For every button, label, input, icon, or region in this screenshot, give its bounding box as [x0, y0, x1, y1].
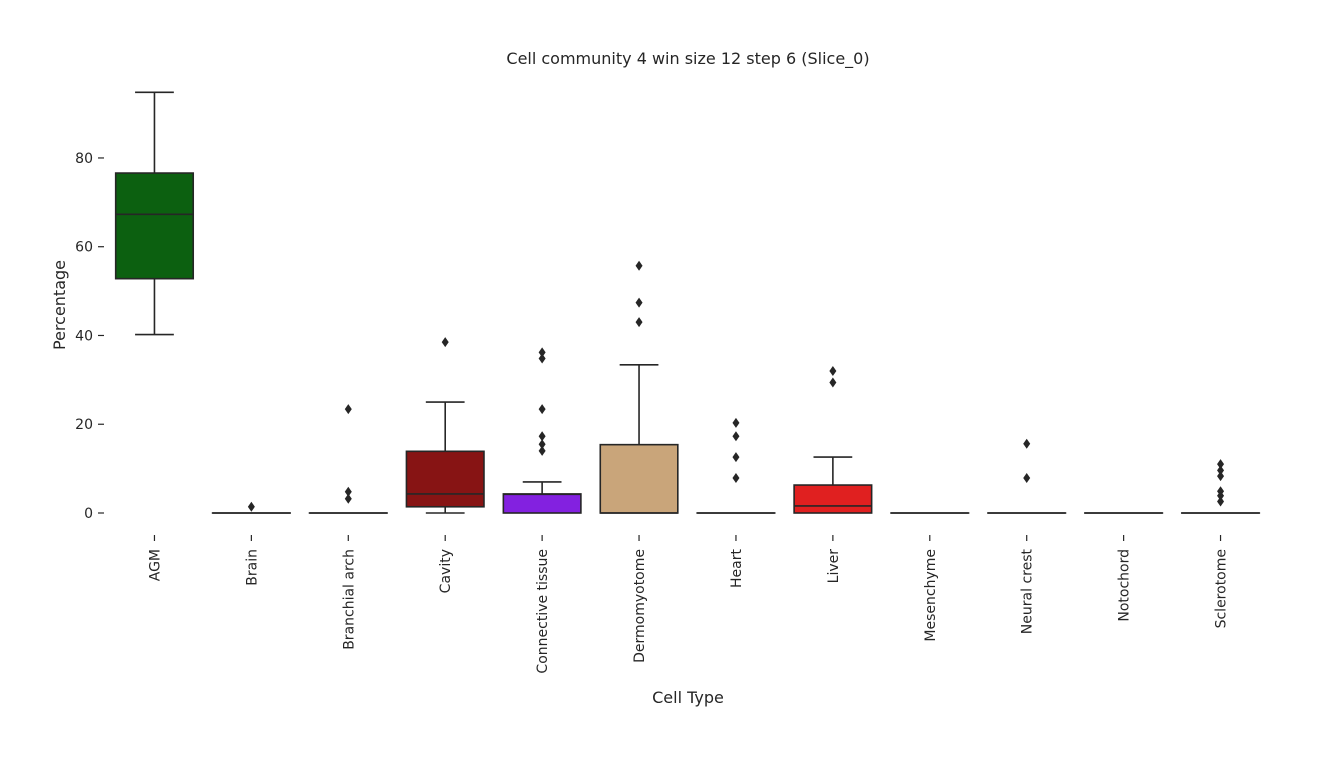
plot-area [114, 91, 1261, 514]
outlier-point [732, 472, 740, 483]
outlier-point [247, 501, 255, 512]
x-tick-label: Sclerotome [1214, 549, 1230, 628]
outlier-point [1217, 459, 1225, 470]
outlier-point [538, 439, 546, 450]
outlier-point [538, 353, 546, 364]
x-tick-label: Neural crest [1020, 549, 1036, 635]
outlier-point [732, 417, 740, 428]
x-tick-label: Mesenchyme [923, 549, 939, 642]
box [114, 172, 195, 280]
outlier-point [1217, 471, 1225, 482]
box-group-liver [793, 365, 873, 514]
x-tick-label: Notochord [1117, 549, 1133, 622]
box-group-dermomyotome [599, 260, 679, 514]
outlier-point [1217, 496, 1225, 507]
box-group-heart [696, 417, 776, 514]
y-axis: 0 20 40 60 80 [75, 151, 104, 522]
outlier-point [732, 452, 740, 463]
x-tick-label: Cavity [438, 549, 454, 593]
x-axis-label: Cell Type [652, 688, 724, 707]
box [502, 493, 582, 514]
box-group-sclerotome [1180, 459, 1261, 514]
x-tick-label: Brain [244, 549, 260, 586]
x-axis: AGM Brain Branchial arch Cavity Connective t… [147, 535, 1230, 674]
box-group-neural-crest [987, 438, 1067, 514]
x-tick-label: AGM [147, 549, 163, 581]
outlier-point [344, 493, 352, 504]
outlier-point [829, 365, 837, 376]
box-group-branchial-arch [308, 404, 388, 514]
outlier-point [1023, 438, 1031, 449]
chart-title: Cell community 4 win size 12 step 6 (Sli… [506, 49, 869, 69]
outlier-point [344, 404, 352, 415]
box-group-agm [114, 91, 195, 336]
y-axis-label: Percentage [50, 260, 69, 350]
box [405, 450, 485, 508]
x-tick-label: Dermomyotome [632, 549, 648, 663]
outlier-point [538, 404, 546, 415]
outlier-point [538, 347, 546, 358]
x-tick-label: Heart [729, 548, 745, 587]
outlier-point [635, 260, 643, 271]
x-tick-label: Liver [826, 549, 842, 584]
outlier-point [829, 377, 837, 388]
box [599, 443, 679, 514]
box-group-cavity [405, 337, 485, 514]
outlier-point [441, 337, 449, 348]
y-tick-label: 0 [84, 506, 93, 522]
x-tick-label: Branchial arch [341, 549, 357, 650]
box-group-brain [211, 501, 291, 514]
y-tick-label: 80 [75, 151, 93, 167]
outlier-point [635, 297, 643, 308]
box [793, 484, 873, 514]
outlier-point [1023, 472, 1031, 483]
y-tick-label: 40 [75, 328, 93, 344]
outlier-point [344, 486, 352, 497]
outlier-point [538, 445, 546, 456]
y-tick-label: 20 [75, 417, 93, 433]
outlier-point [538, 431, 546, 442]
y-tick-label: 60 [75, 240, 93, 256]
outlier-point [1217, 490, 1225, 501]
outlier-point [635, 317, 643, 328]
outlier-point [1217, 465, 1225, 476]
box-group-connective-tissue [502, 347, 582, 514]
x-tick-label: Connective tissue [535, 549, 551, 674]
outlier-point [732, 431, 740, 442]
